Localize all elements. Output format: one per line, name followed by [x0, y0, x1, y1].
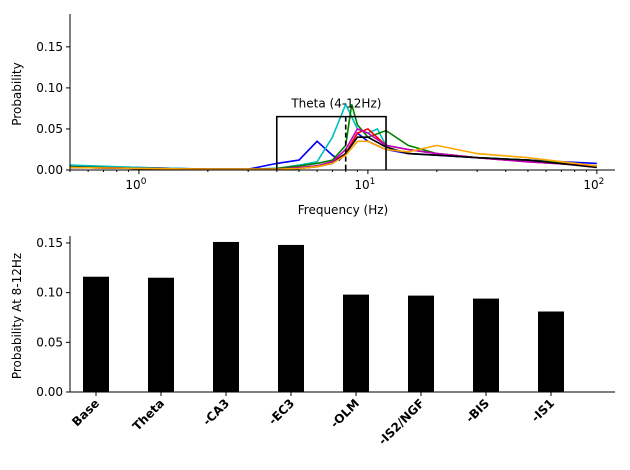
x-tick-label: 102 [583, 177, 604, 192]
category-label: Theta [130, 396, 167, 433]
y-tick-label: 0.05 [36, 335, 63, 349]
category-label: -IS1 [529, 396, 558, 425]
series-line-6 [69, 136, 597, 170]
bar-bis [473, 298, 499, 392]
category-label: -IS2/NGF [376, 396, 428, 448]
bar-theta [148, 277, 174, 392]
bar-olm [343, 294, 369, 392]
theta-annotation: Theta (4-12Hz) [290, 97, 381, 111]
y-tick-label: 0.10 [36, 81, 63, 95]
category-label: -EC3 [266, 396, 297, 427]
category-label: -OLM [328, 396, 362, 430]
y-tick-label: 0.05 [36, 122, 63, 136]
theta-band-box [275, 115, 387, 170]
x-tick-label: 101 [354, 177, 375, 192]
category-label: -BIS [463, 396, 492, 425]
y-tick-label: 0.15 [36, 236, 63, 250]
series-line-7 [69, 140, 597, 170]
y-axis-label: Probability [10, 62, 24, 125]
bar-is2-ngf [408, 295, 434, 392]
frequency-probability-chart: Theta (4-12Hz) 0.00 0.05 0.10 0.15 100 101 102… [10, 14, 615, 217]
y-tick-label: 0.10 [36, 286, 63, 300]
bar-is1 [538, 311, 564, 392]
x-axis-label: Frequency (Hz) [298, 203, 389, 217]
y-tick-label: 0.00 [36, 385, 63, 399]
bar-base [83, 276, 109, 392]
theta-probability-bar-chart: Base Theta -CA3 -EC3 -OLM -IS2/NGF -BIS -IS1 0.0… [10, 236, 615, 448]
y-tick-label: 0.15 [36, 40, 63, 54]
x-tick-label: 100 [125, 177, 146, 192]
category-label: -CA3 [200, 396, 232, 428]
bar-ec3 [278, 244, 304, 392]
y-axis-label: Probability At 8-12Hz [10, 253, 24, 379]
series-line-1 [69, 131, 597, 170]
bar-ca3 [213, 241, 239, 392]
category-label: Base [69, 396, 102, 429]
y-tick-label: 0.00 [36, 163, 63, 177]
